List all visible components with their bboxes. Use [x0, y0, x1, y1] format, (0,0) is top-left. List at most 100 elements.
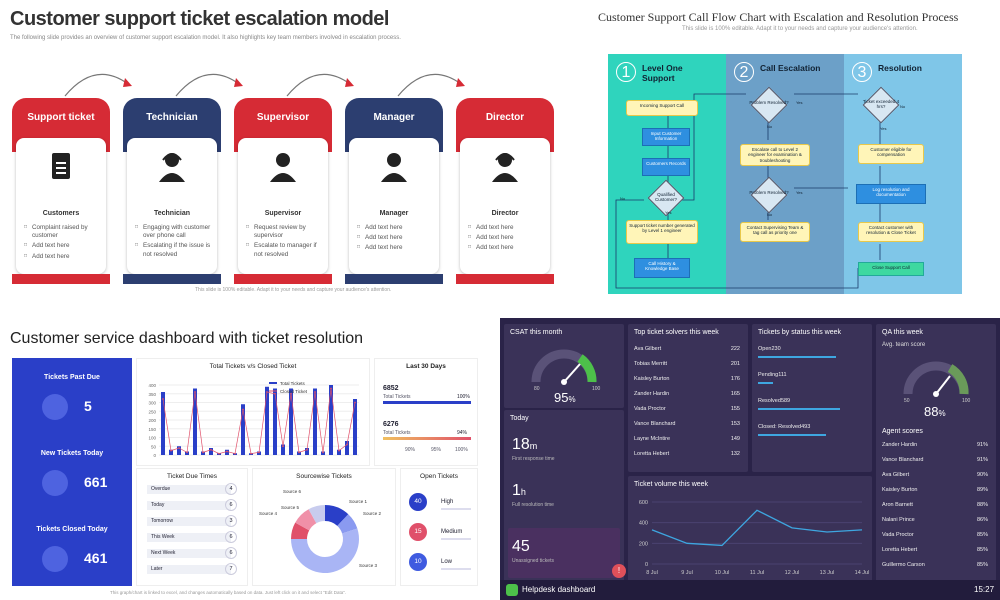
y-tick: 200: [639, 541, 648, 547]
donut-slice: [291, 522, 310, 539]
escalation-subtitle: The following slide provides an overview…: [10, 35, 401, 41]
qa-card: QA this week Avg. team score 50 100 88% …: [876, 324, 996, 582]
solver-name: Tobias Merritt: [634, 361, 668, 367]
escalation-card: Support ticketCustomersComplaint raised …: [12, 98, 110, 284]
agent-score: 85%: [976, 547, 988, 553]
closed-point: [330, 387, 332, 390]
y-tick: 600: [639, 500, 648, 506]
bar-total: [313, 388, 317, 455]
y-tick: 150: [148, 427, 156, 432]
due-row-label: Later: [147, 565, 231, 574]
first-response-number: 18: [512, 436, 530, 453]
ticket-icon: [42, 546, 68, 572]
last30-total-label: Total Tickets: [383, 394, 411, 400]
closed-point: [266, 391, 268, 393]
closed-point: [226, 450, 228, 453]
axis-tick: 100%: [455, 447, 468, 453]
solver-row: Tobias Merritt 201: [634, 361, 740, 375]
card-role: Director: [491, 210, 519, 217]
bar-total: [169, 449, 173, 455]
closed-point: [242, 408, 244, 411]
edge-label: Yes: [665, 210, 672, 215]
full-resolution-number: 1: [512, 482, 521, 499]
solver-count: 132: [730, 451, 740, 457]
last30-closed-bar: [383, 437, 471, 440]
card-body: Director Add text hereAdd text hereAdd te…: [460, 138, 550, 274]
closed-point: [202, 451, 204, 454]
card-items: Add text here Add text here Add text here: [468, 224, 546, 255]
closed-point: [306, 448, 308, 451]
status-row: Open230: [758, 346, 864, 360]
donut-slice: [295, 509, 317, 531]
status-bar: [758, 434, 826, 436]
helpdesk-dashboard: CSAT this month 80 100 95% Today 18m Fir…: [500, 318, 1000, 600]
escalation-card: ManagerManagerAdd text hereAdd text here…: [345, 98, 443, 284]
source-label: Source 6: [283, 489, 302, 494]
bar-total: [329, 385, 333, 455]
y-tick: 400: [148, 383, 156, 388]
alert-badge[interactable]: !: [612, 564, 626, 578]
volume-line: [651, 509, 863, 547]
open-count: 10: [409, 553, 427, 571]
open-title: Open Tickets: [420, 473, 458, 480]
due-row-label: This Week: [147, 533, 231, 542]
node-contact-customer: Contact customer with resolution & Close…: [858, 222, 924, 242]
status-count: 111: [778, 372, 787, 378]
headset-person-icon: [159, 153, 185, 182]
solver-name: Kaisley Burton: [634, 376, 670, 382]
last30-total: 6852: [383, 385, 399, 392]
flowchart-title: Customer Support Call Flow Chart with Es…: [598, 10, 959, 24]
status-label: Resolved: [758, 398, 781, 404]
open-priority: Medium: [441, 529, 463, 535]
volume-title: Ticket volume this week: [634, 481, 709, 488]
status-card: Tickets by status this week Open230 Pendi…: [752, 324, 872, 472]
bar-total: [305, 448, 309, 455]
status-row: Resolved589: [758, 398, 864, 412]
solver-count: 149: [730, 436, 740, 442]
node-support-ticket: Support ticket number generated by Level…: [626, 220, 698, 244]
closed-point: [298, 451, 300, 454]
edge-label: Yes: [796, 100, 803, 105]
csat-gauge: [531, 349, 597, 385]
flowchart-slide: Customer Support Call Flow Chart with Es…: [590, 0, 1000, 298]
unassigned-card: 45 Unassigned tickets: [508, 528, 620, 578]
source-label: Source 3: [359, 563, 378, 568]
last30-total-bar: [383, 401, 471, 404]
lane-label: Call Escalation: [760, 63, 821, 73]
escalation-footer: This slide is 100% editable. Adapt it to…: [195, 287, 392, 293]
status-label: Closed: Resolved: [758, 424, 802, 430]
agent-name: Vance Blanchard: [882, 457, 924, 463]
node-call-history: Call History & Knowledge Base: [634, 258, 690, 278]
closed-point: [170, 449, 172, 452]
agent-score: 91%: [976, 457, 988, 463]
due-row-count: 4: [225, 483, 237, 495]
tickets-chart-panel: Total Tickets v/s Closed Ticket 400 350 30…: [136, 358, 370, 466]
bar-total: [345, 441, 349, 455]
kpi-value: 661: [84, 474, 108, 490]
solver-count: 153: [730, 421, 740, 427]
solver-row: Layne McIntire 149: [634, 436, 740, 450]
closed-point: [218, 452, 220, 455]
solver-row: Kaisley Burton 176: [634, 376, 740, 390]
helpdesk-logo-icon: [506, 584, 518, 596]
card-role: Technician: [153, 210, 191, 217]
closed-point: [314, 391, 316, 393]
node-customer-records: Customers Records: [642, 158, 690, 176]
card-item: Add text here: [24, 242, 102, 250]
status-label: Pending: [758, 372, 779, 378]
open-tickets-panel: Open Tickets 40 High 15 Medium 10 Low: [400, 468, 478, 586]
closed-point: [178, 447, 180, 449]
agent-row: Guillermo Carson 85%: [882, 562, 988, 576]
x-tick: 11 Jul: [750, 570, 764, 576]
solver-count: 201: [730, 361, 740, 367]
bar-total: [161, 392, 165, 455]
today-title: Today: [510, 415, 529, 422]
open-priority: Low: [441, 559, 453, 565]
y-tick: 300: [148, 401, 156, 406]
decision-qualified-label: Qualified Customer?: [654, 192, 677, 202]
woman-headset-icon: [492, 153, 518, 182]
kpi-closed-today: Tickets Closed Today 461: [12, 514, 132, 584]
person-icon: [270, 153, 296, 182]
